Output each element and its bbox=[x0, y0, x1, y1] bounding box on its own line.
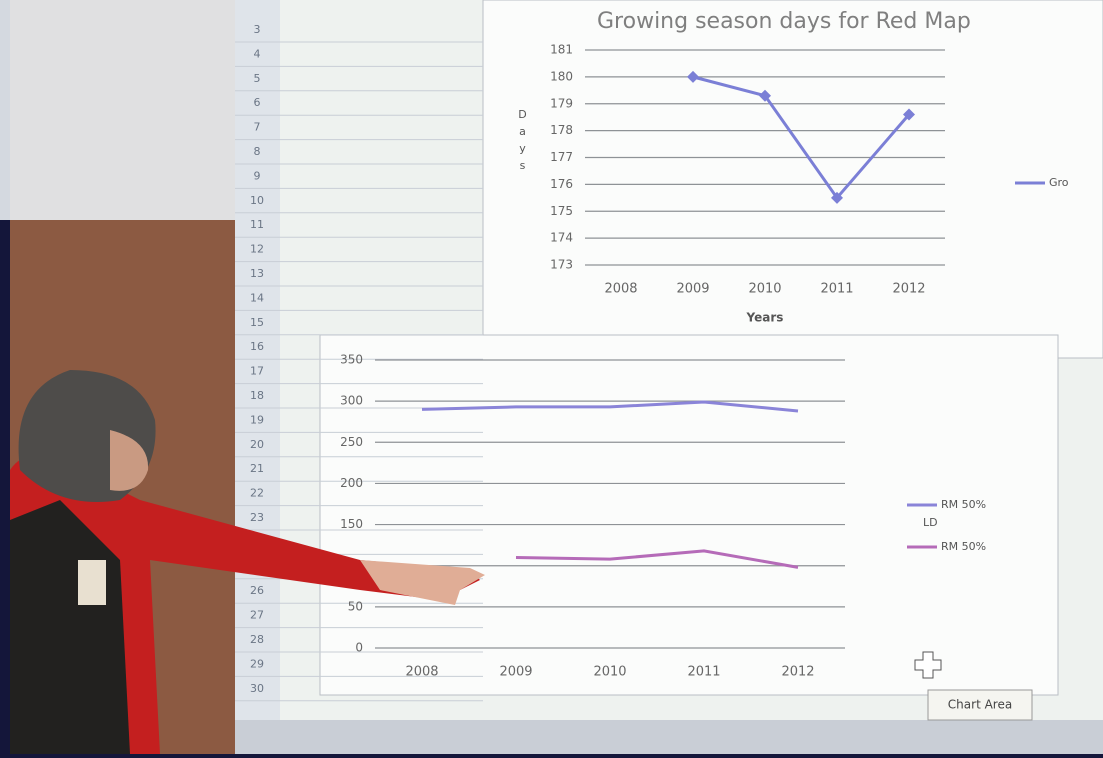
y-tick-label: 180 bbox=[550, 69, 573, 83]
row-number: 7 bbox=[254, 121, 261, 134]
row-number: 14 bbox=[250, 291, 264, 304]
top-chart-box bbox=[482, 0, 1103, 359]
legend-label: RM 50% LD bbox=[923, 498, 986, 529]
y-tick-label: 174 bbox=[550, 231, 573, 245]
legend-label: Gro bbox=[1049, 176, 1069, 189]
y-tick-label: 350 bbox=[340, 353, 363, 367]
y-tick-label: 178 bbox=[550, 123, 573, 137]
chart-title: Growing season days for Red Map bbox=[597, 9, 971, 34]
row-number: 3 bbox=[254, 23, 261, 36]
x-tick-label: 2009 bbox=[499, 665, 532, 680]
y-tick-label: 200 bbox=[340, 476, 363, 490]
row-number: 26 bbox=[250, 584, 264, 597]
row-number: 6 bbox=[254, 96, 261, 109]
y-tick-label: 300 bbox=[340, 394, 363, 408]
row-number: 17 bbox=[250, 365, 264, 378]
row-number: 12 bbox=[250, 243, 264, 256]
x-tick-label: 2008 bbox=[405, 665, 438, 680]
row-number: 20 bbox=[250, 438, 264, 451]
row-number: 29 bbox=[250, 657, 264, 670]
y-tick-label: 250 bbox=[340, 435, 363, 449]
y-tick-label: 181 bbox=[550, 43, 573, 57]
series-line bbox=[421, 400, 799, 413]
cursor bbox=[914, 651, 942, 679]
y-tick-label: 176 bbox=[550, 177, 573, 191]
row-number: 19 bbox=[250, 413, 264, 426]
y-tick-label: 175 bbox=[550, 204, 573, 218]
name-tag bbox=[78, 560, 106, 605]
tooltip-box bbox=[927, 689, 1033, 721]
row-number: 9 bbox=[254, 169, 261, 182]
person-face bbox=[110, 430, 149, 491]
y-tick-label: 173 bbox=[550, 258, 573, 272]
row-number: 15 bbox=[250, 316, 264, 329]
data-point bbox=[903, 108, 915, 121]
row-number: 5 bbox=[254, 72, 261, 85]
row-number: 21 bbox=[250, 462, 264, 475]
content: 3456789101112131415161718192021222324252… bbox=[235, 9, 1069, 702]
row-number: 23 bbox=[250, 511, 264, 524]
x-tick-label: 2009 bbox=[676, 282, 709, 297]
person-hand bbox=[360, 560, 485, 605]
y-tick-label: 50 bbox=[348, 599, 363, 613]
data-point bbox=[759, 89, 771, 102]
bottom-chart-box bbox=[319, 334, 1059, 696]
data-point bbox=[687, 70, 699, 83]
x-tick-label: 2012 bbox=[781, 665, 814, 680]
legend-label: RM 50% bbox=[941, 540, 986, 553]
row-number: 4 bbox=[254, 47, 261, 60]
y-tick-label: 177 bbox=[550, 150, 573, 164]
row-number: 13 bbox=[250, 267, 264, 280]
series-line bbox=[692, 75, 911, 201]
y-tick-label: 150 bbox=[340, 517, 363, 531]
person-sweater bbox=[10, 455, 480, 754]
row-number: 18 bbox=[250, 389, 264, 402]
x-tick-label: 2010 bbox=[748, 282, 781, 297]
second-screen bbox=[0, 0, 235, 220]
sheet-tabs bbox=[235, 720, 1103, 754]
legend-label-line: RM 50% bbox=[941, 498, 986, 511]
tooltip: Chart Area bbox=[948, 698, 1012, 712]
x-tick-label: 2011 bbox=[820, 282, 853, 297]
row-number: 30 bbox=[250, 682, 264, 695]
x-axis-label: Years bbox=[746, 311, 784, 325]
x-tick-label: 2010 bbox=[593, 665, 626, 680]
y-tick-label: 0 bbox=[355, 641, 363, 655]
legend-label-line: LD bbox=[923, 516, 938, 529]
row-number: 27 bbox=[250, 609, 264, 622]
row-number: 28 bbox=[250, 633, 264, 646]
row-number: 8 bbox=[254, 145, 261, 158]
x-tick-label: 2012 bbox=[892, 282, 925, 297]
row-number: 11 bbox=[250, 218, 264, 231]
x-tick-label: 2008 bbox=[604, 282, 637, 297]
row-header bbox=[235, 0, 280, 720]
x-tick-label: 2011 bbox=[687, 665, 720, 680]
row-number: 22 bbox=[250, 487, 264, 500]
row-number: 10 bbox=[250, 194, 264, 207]
row-number: 16 bbox=[250, 340, 264, 353]
y-axis-label: Days bbox=[516, 108, 529, 176]
data-point bbox=[831, 191, 843, 204]
series-line bbox=[515, 549, 799, 569]
y-tick-label: 179 bbox=[550, 96, 573, 110]
